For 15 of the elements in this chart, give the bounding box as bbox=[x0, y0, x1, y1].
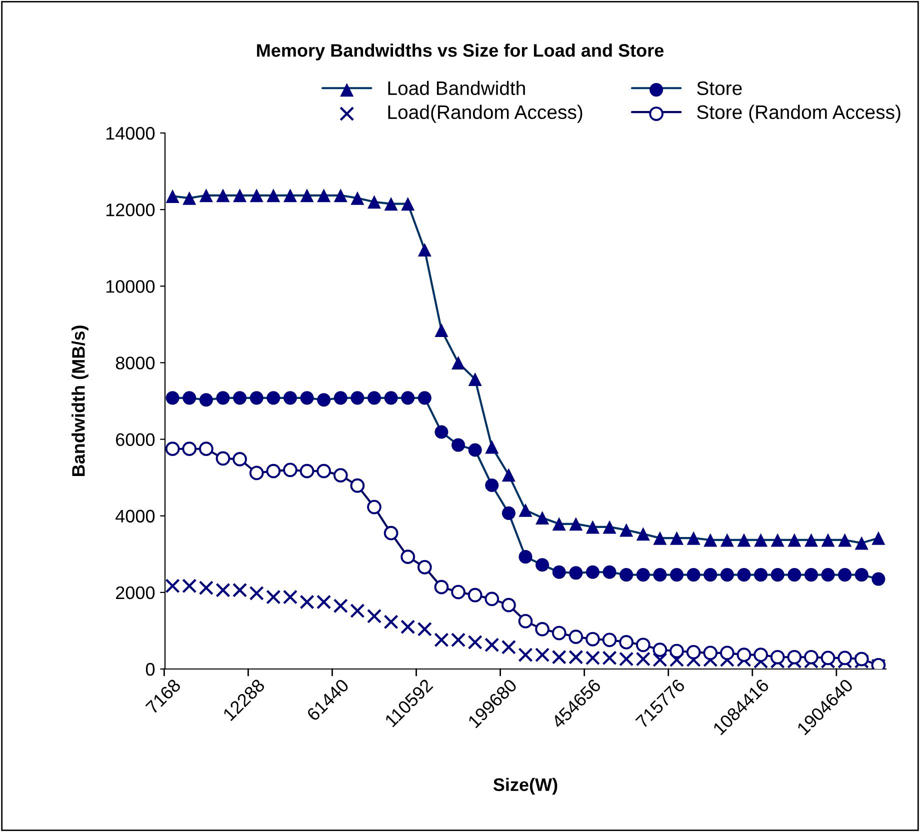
legend-label: Load Bandwidth bbox=[388, 80, 525, 96]
legend-label: Load(Random Access) bbox=[388, 104, 582, 123]
legend-label: Store bbox=[697, 81, 742, 96]
y-axis-title: Bandwidth (MB/s) bbox=[72, 326, 88, 476]
x-axis-title: Size(W) bbox=[493, 778, 558, 795]
y-tick-label: 0 bbox=[146, 662, 155, 676]
y-tick-label: 8000 bbox=[116, 356, 155, 370]
y-tick-label: 2000 bbox=[116, 586, 155, 600]
legend-label: Store (Random Access) bbox=[697, 104, 900, 123]
y-tick-label: 6000 bbox=[116, 433, 155, 446]
y-tick-label: 14000 bbox=[106, 126, 155, 140]
y-tick-label: 12000 bbox=[106, 204, 155, 216]
y-tick-label: 10000 bbox=[106, 280, 155, 293]
y-tick-label: 4000 bbox=[116, 510, 155, 523]
chart-title: Memory Bandwidths vs Size for Load and Store bbox=[257, 44, 664, 60]
